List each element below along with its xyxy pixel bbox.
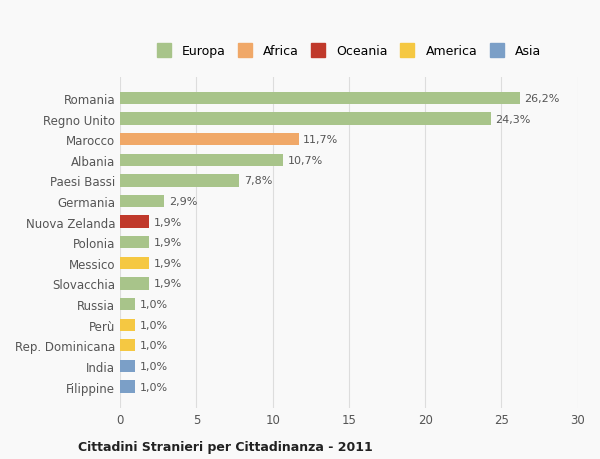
Text: 26,2%: 26,2% <box>524 94 560 104</box>
Bar <box>120 257 149 269</box>
Text: 1,9%: 1,9% <box>154 217 182 227</box>
Bar <box>120 113 491 125</box>
Text: 1,0%: 1,0% <box>140 382 168 392</box>
Bar <box>120 154 283 167</box>
Text: 24,3%: 24,3% <box>495 114 530 124</box>
Bar <box>120 381 136 393</box>
Text: COMUNE DI MONTALTO DELLE MARCHE (AP) - Dati ISTAT al 1° gennaio 2011 - TUTTITALI: COMUNE DI MONTALTO DELLE MARCHE (AP) - D… <box>78 458 533 459</box>
Bar <box>120 298 136 311</box>
Text: 1,0%: 1,0% <box>140 299 168 309</box>
Bar <box>120 319 136 331</box>
Legend: Europa, Africa, Oceania, America, Asia: Europa, Africa, Oceania, America, Asia <box>153 41 545 62</box>
Bar <box>120 134 299 146</box>
Bar <box>120 196 164 208</box>
Bar <box>120 175 239 187</box>
Text: Cittadini Stranieri per Cittadinanza - 2011: Cittadini Stranieri per Cittadinanza - 2… <box>78 440 373 453</box>
Text: 7,8%: 7,8% <box>244 176 272 186</box>
Text: 1,0%: 1,0% <box>140 361 168 371</box>
Text: 1,0%: 1,0% <box>140 341 168 351</box>
Bar <box>120 339 136 352</box>
Bar <box>120 360 136 372</box>
Text: 1,9%: 1,9% <box>154 238 182 248</box>
Text: 11,7%: 11,7% <box>303 135 338 145</box>
Bar <box>120 93 520 105</box>
Bar <box>120 216 149 228</box>
Text: 2,9%: 2,9% <box>169 196 197 207</box>
Text: 1,9%: 1,9% <box>154 258 182 269</box>
Bar <box>120 236 149 249</box>
Text: 1,9%: 1,9% <box>154 279 182 289</box>
Text: 10,7%: 10,7% <box>288 156 323 166</box>
Bar <box>120 278 149 290</box>
Text: 1,0%: 1,0% <box>140 320 168 330</box>
